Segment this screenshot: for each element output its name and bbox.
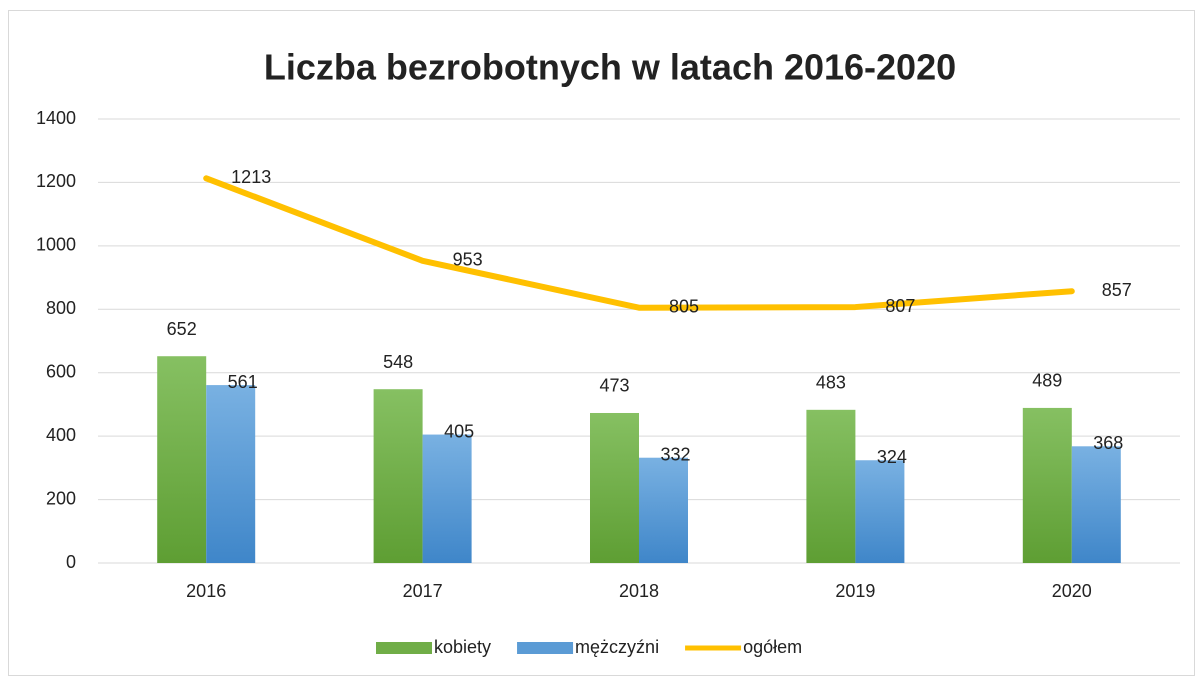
bar — [806, 409, 856, 563]
legend-label: kobiety — [434, 637, 491, 657]
x-tick-label: 2019 — [835, 581, 875, 601]
bar — [373, 389, 423, 563]
y-tick-label: 800 — [46, 298, 76, 318]
data-label: 324 — [877, 447, 907, 467]
bar — [639, 457, 688, 563]
legend-swatch — [376, 642, 432, 654]
data-label: 332 — [660, 444, 690, 464]
bar — [590, 412, 639, 563]
data-label: 561 — [228, 372, 258, 392]
data-label: 807 — [885, 296, 915, 316]
data-label: 548 — [383, 352, 413, 372]
x-tick-label: 2020 — [1052, 581, 1092, 601]
y-tick-label: 400 — [46, 425, 76, 445]
bar — [206, 385, 256, 563]
data-label: 368 — [1093, 433, 1123, 453]
data-label: 473 — [599, 376, 629, 396]
data-label: 652 — [167, 319, 197, 339]
y-tick-label: 200 — [46, 488, 76, 508]
data-label: 953 — [453, 250, 483, 270]
y-tick-label: 1200 — [36, 171, 76, 191]
legend-swatch — [517, 642, 574, 654]
x-tick-label: 2016 — [186, 581, 226, 601]
data-label: 483 — [816, 373, 846, 393]
y-tick-label: 600 — [46, 361, 76, 381]
x-tick-label: 2017 — [403, 581, 443, 601]
bar — [157, 356, 207, 563]
data-label: 405 — [444, 421, 474, 441]
bar — [855, 460, 905, 563]
x-tick-label: 2018 — [619, 581, 659, 601]
y-tick-label: 1000 — [36, 235, 76, 255]
y-tick-label: 0 — [66, 552, 76, 572]
data-label: 805 — [669, 296, 699, 316]
chart-border — [8, 10, 1195, 676]
data-label: 1213 — [231, 167, 271, 187]
line — [203, 175, 1075, 311]
data-label: 857 — [1102, 280, 1132, 300]
bar — [1022, 407, 1072, 563]
bar — [1071, 446, 1121, 563]
bar — [422, 434, 472, 563]
legend-label: ogółem — [743, 637, 802, 657]
legend-label: mężczyźni — [575, 637, 659, 657]
y-tick-label: 1400 — [36, 108, 76, 128]
data-label: 489 — [1032, 371, 1062, 391]
chart-title: Liczba bezrobotnych w latach 2016-2020 — [264, 47, 956, 88]
